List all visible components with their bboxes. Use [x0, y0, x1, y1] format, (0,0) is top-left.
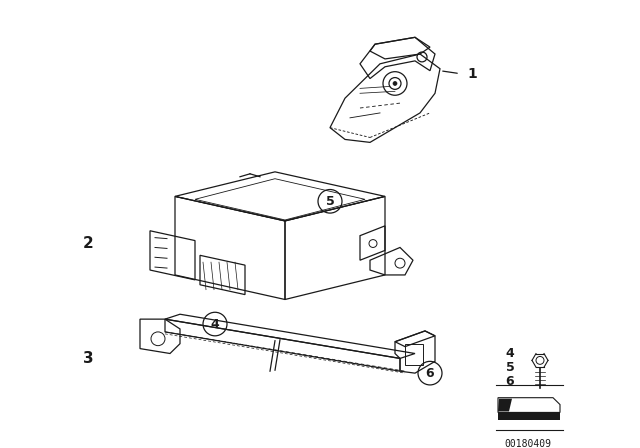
Text: 5: 5	[506, 361, 515, 374]
Circle shape	[393, 82, 397, 86]
Text: 4: 4	[506, 347, 515, 360]
Text: 5: 5	[326, 195, 334, 208]
Text: 1: 1	[467, 67, 477, 81]
Polygon shape	[498, 413, 560, 420]
Text: 4: 4	[211, 318, 220, 331]
Text: 6: 6	[426, 366, 435, 379]
Text: 3: 3	[83, 351, 93, 366]
Text: 6: 6	[506, 375, 515, 388]
Text: 2: 2	[83, 236, 93, 251]
Polygon shape	[498, 399, 512, 411]
Text: 00180409: 00180409	[504, 439, 552, 448]
